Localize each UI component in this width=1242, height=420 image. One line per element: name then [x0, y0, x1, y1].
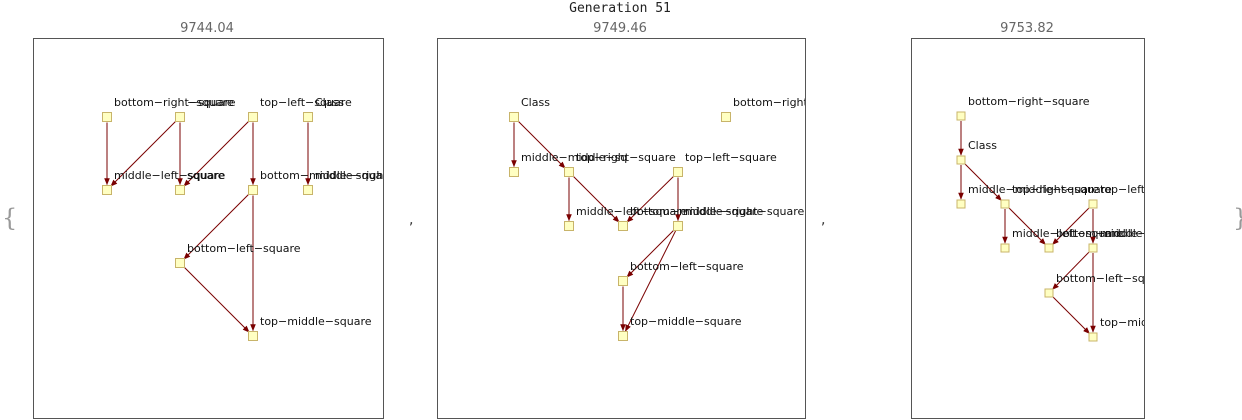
node-brs	[721, 112, 731, 122]
node-label-mrs: middle−right−sq	[1100, 227, 1195, 240]
node-tls	[673, 167, 683, 177]
node-label-mid: middle−right−square−midd	[315, 169, 471, 182]
graph-score: 9753.82	[1000, 21, 1054, 36]
node-mls	[102, 185, 112, 195]
node-cls	[509, 112, 519, 122]
node-label-rs: −square	[187, 96, 234, 109]
node-label-tls: top−left−square	[685, 151, 777, 164]
node-label-mls: middle−left−square	[576, 205, 688, 218]
node-bls	[175, 258, 185, 268]
node-label-cls: Class	[315, 96, 344, 109]
edge-trs-to-bms	[572, 175, 620, 223]
node-label-bls: bottom−left−square	[187, 242, 301, 255]
node-label-tls: top−left−sq	[1100, 183, 1167, 196]
node-mls	[1000, 243, 1010, 253]
graph-score: 9744.04	[180, 21, 234, 36]
graph-panel-3: 9753.82 bottom−right−square Class middle−mi…	[911, 21, 1195, 419]
edge-cls-to-trs	[517, 120, 566, 169]
node-tls	[248, 112, 258, 122]
node-cls	[303, 112, 313, 122]
node-label-tls: top−left−square	[260, 96, 352, 109]
node-bls	[1044, 288, 1054, 298]
node-label-bms: bottom−middle−square	[260, 169, 393, 182]
node-label-tms: top−middle	[1100, 316, 1165, 329]
node-label-cls: Class	[521, 96, 550, 109]
open-brace: {	[2, 204, 17, 232]
edge-rs-to-mls	[110, 120, 177, 187]
graph-score: 9749.46	[593, 21, 647, 36]
node-label-mms: middle−middle−square	[968, 183, 1099, 196]
graph-frame	[437, 38, 806, 419]
edge-tls-to-q	[183, 120, 250, 187]
node-mms	[509, 167, 519, 177]
edge-mrs-to-tms	[625, 230, 676, 332]
node-label-mls: middle−left−square	[114, 169, 226, 182]
node-brs	[956, 111, 966, 121]
node-label-cls: Class	[968, 139, 997, 152]
node-label-bls: bottom−left−square	[630, 260, 744, 273]
edge-trs-to-bms	[1008, 207, 1046, 245]
edge-cls-to-trs	[964, 163, 1002, 201]
node-label-bms: bottom−middle−sq	[1056, 227, 1165, 240]
node-q	[175, 185, 185, 195]
node-bls	[618, 276, 628, 286]
edge-tls-to-bms	[1052, 207, 1090, 245]
node-bms	[248, 185, 258, 195]
edge-bls-to-tms	[183, 266, 250, 333]
edge-mrs-to-bls	[1052, 251, 1090, 290]
node-label-mms: middle−middle−sq	[521, 151, 627, 164]
node-tms	[1088, 332, 1098, 342]
graph-frame	[911, 38, 1145, 419]
graph-frame	[33, 38, 384, 419]
edge-bms-to-bls	[183, 193, 250, 260]
edge-mrs-to-bls	[626, 229, 675, 278]
node-mrs	[1088, 243, 1098, 253]
node-label-trs: top−right−square	[576, 151, 676, 164]
close-brace: }	[1233, 204, 1242, 232]
node-label-mls: middle−left−square	[1012, 227, 1124, 240]
node-label-tms: top−middle−square	[260, 315, 372, 328]
generation-title: Generation 51	[569, 1, 671, 16]
node-trs	[564, 167, 574, 177]
node-mid	[303, 185, 313, 195]
edge-tls-to-bms	[626, 175, 675, 223]
node-tms	[248, 331, 258, 341]
node-label-brs: bottom−right	[733, 96, 809, 109]
node-tls	[1088, 199, 1098, 209]
node-tms	[618, 331, 628, 341]
edge-bls-to-tms	[1052, 296, 1090, 334]
node-bms	[618, 221, 628, 231]
graph-panel-2: 9749.46 Class bottom−right middle−middle−sq…	[437, 21, 809, 419]
separator-2: ,	[821, 212, 825, 228]
node-label-bms: bottom−middle−square	[630, 205, 763, 218]
node-mms	[956, 199, 966, 209]
graph-panel-1: 9744.04 bottom−right−square−square top−lef…	[33, 21, 471, 419]
node-rs	[175, 112, 185, 122]
node-label-tms: top−middle−square	[630, 315, 742, 328]
node-label-trs: top−right−square	[1012, 183, 1112, 196]
node-mls	[564, 221, 574, 231]
node-label-brs: bottom−right−square	[968, 95, 1090, 108]
node-brs	[102, 112, 112, 122]
node-bms	[1044, 243, 1054, 253]
node-trs	[1000, 199, 1010, 209]
node-label-brs: bottom−right−square	[114, 96, 236, 109]
separator-1: ,	[409, 212, 413, 228]
node-label-bls: bottom−left−squar	[1056, 272, 1163, 285]
node-label-mrs: middle−right−square	[685, 205, 805, 218]
node-mrs	[673, 221, 683, 231]
node-label-q: square	[187, 169, 225, 182]
node-cls	[956, 155, 966, 165]
